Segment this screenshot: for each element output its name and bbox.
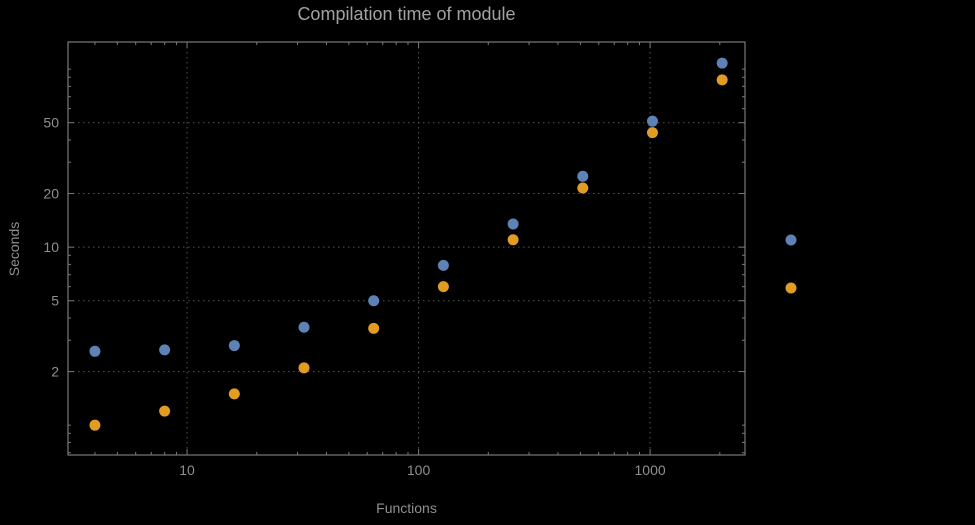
data-point-series-2 <box>228 388 240 400</box>
y-axis-label: Seconds <box>6 221 22 277</box>
data-point-series-1 <box>716 57 728 69</box>
data-point-series-1 <box>159 344 171 356</box>
data-point-series-2 <box>89 419 101 431</box>
data-point-series-2 <box>298 362 310 374</box>
data-point-series-1 <box>228 340 240 352</box>
data-point-series-1 <box>89 345 101 357</box>
data-point-series-2 <box>159 405 171 417</box>
data-point-series-2 <box>507 234 519 246</box>
x-tick-label: 1000 <box>635 462 666 478</box>
x-tick-label: 100 <box>407 462 431 478</box>
data-point-series-1 <box>577 170 589 182</box>
data-point-series-1 <box>646 115 658 127</box>
legend-marker-series-1 <box>785 234 797 246</box>
data-point-series-2 <box>716 74 728 86</box>
data-point-series-1 <box>298 321 310 333</box>
data-point-series-2 <box>577 182 589 194</box>
y-tick-label: 50 <box>43 115 59 131</box>
data-point-series-2 <box>646 127 658 139</box>
data-point-series-1 <box>437 259 449 271</box>
data-point-series-1 <box>368 295 380 307</box>
data-point-series-1 <box>507 218 519 230</box>
y-tick-label: 20 <box>43 186 59 202</box>
x-tick-label: 10 <box>179 462 195 478</box>
plot-frame <box>67 41 746 456</box>
data-point-series-2 <box>368 322 380 334</box>
x-axis-label: Functions <box>376 500 437 516</box>
y-tick-label: 10 <box>43 239 59 255</box>
data-point-series-2 <box>437 281 449 293</box>
y-tick-label: 5 <box>51 293 59 309</box>
legend-marker-series-2 <box>785 282 797 294</box>
chart-title: Compilation time of module <box>297 4 516 24</box>
y-tick-label: 2 <box>51 364 59 380</box>
